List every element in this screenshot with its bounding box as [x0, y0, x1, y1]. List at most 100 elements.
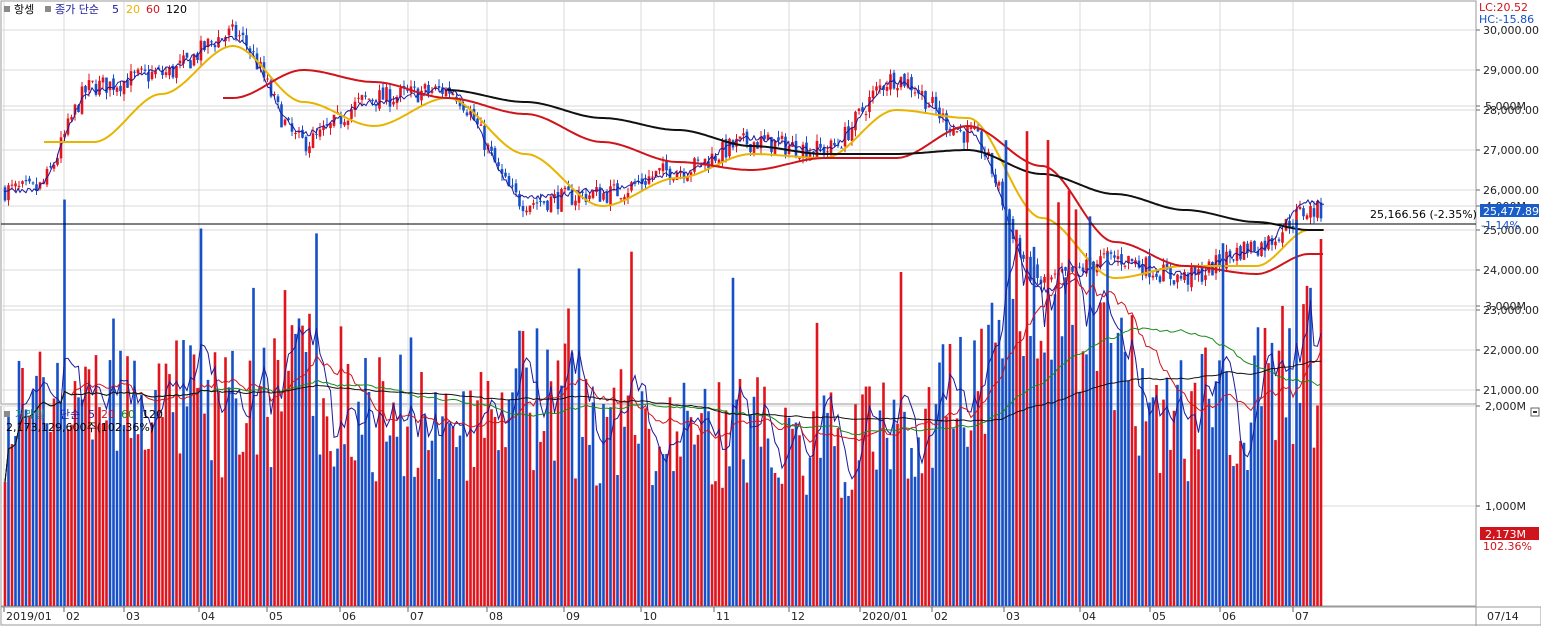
candle-body — [451, 93, 455, 95]
volume-bar — [917, 437, 920, 606]
candle-body — [609, 186, 612, 206]
candle-body — [269, 80, 273, 97]
candle-body — [322, 126, 325, 131]
candle-body — [353, 101, 357, 110]
candle-body — [1256, 250, 1260, 256]
volume-bar — [994, 342, 997, 606]
volume-bar — [80, 399, 84, 606]
legend-period-5: 5 — [112, 3, 119, 16]
candle-body — [896, 88, 899, 91]
volume-bar — [1043, 352, 1046, 606]
candle-body — [35, 184, 38, 191]
ma-line-60 — [223, 69, 1323, 275]
volume-bar — [1088, 216, 1092, 606]
candle-body — [136, 69, 140, 74]
volume-bar — [1137, 455, 1141, 606]
candle-body — [686, 176, 689, 182]
volume-bar — [630, 251, 633, 606]
candle-body — [626, 192, 630, 199]
y-tick-label: 30,000.00 — [1483, 24, 1539, 37]
volume-bar — [1172, 410, 1176, 606]
volume-bar — [490, 409, 493, 606]
volume-bar — [1291, 443, 1295, 606]
volume-bar — [980, 328, 983, 606]
volume-bar — [1288, 328, 1291, 606]
candle-body — [294, 132, 297, 135]
candle-body — [535, 202, 539, 204]
volume-bar — [224, 357, 227, 606]
volume-bar — [1218, 360, 1221, 606]
volume-bar — [336, 448, 339, 606]
volume-bar — [497, 450, 500, 606]
volume-summary: 2,173,129,600주(102.36%) — [6, 421, 154, 434]
volume-bar — [21, 367, 24, 606]
volume-bar — [1256, 327, 1260, 606]
x-tick-label: 07 — [1295, 610, 1309, 623]
candle-body — [819, 143, 822, 148]
volume-bar — [812, 411, 815, 606]
x-tick-label: 02 — [934, 610, 948, 623]
volume-bar — [700, 413, 703, 606]
candle-body — [203, 41, 206, 51]
volume-bar — [1011, 298, 1015, 606]
volume-bar — [934, 404, 938, 606]
volume-bar — [784, 407, 787, 606]
volume-bar — [266, 416, 269, 606]
volume-bar — [353, 460, 357, 606]
price-legend[interactable]: 항셍 종가 단순 5 20 60 120 — [4, 3, 187, 16]
volume-bar — [833, 446, 836, 606]
candle-body — [504, 172, 507, 177]
candle-body — [3, 187, 7, 201]
volume-legend[interactable]: 거래량 단순 5 20 60 120 2,173,129,600주(102.36… — [4, 408, 163, 434]
candle-body — [703, 158, 707, 165]
volume-bar — [441, 416, 444, 606]
volume-bar — [1127, 381, 1130, 606]
y-tick-label: 3,000M — [1485, 300, 1526, 313]
volume-bar — [3, 482, 7, 606]
volume-bar — [59, 401, 63, 606]
volume-bar — [164, 363, 168, 606]
x-axis-right-label: 07/14 — [1487, 610, 1519, 623]
candle-body — [717, 159, 721, 164]
volume-bar — [574, 478, 577, 606]
candle-body — [388, 89, 392, 107]
candle-body — [325, 124, 329, 126]
volume-bar — [1018, 331, 1022, 606]
panel-collapse-icon-inner — [1533, 411, 1537, 413]
volume-bar — [612, 387, 616, 606]
candle-body — [168, 67, 171, 76]
legend-marker-icon — [4, 6, 10, 12]
volume-bar — [66, 429, 70, 606]
candle-body — [1123, 265, 1127, 267]
volume-bar — [808, 457, 812, 606]
volume-bar — [255, 454, 259, 606]
volume-bar — [101, 423, 105, 606]
candle-body — [1242, 242, 1246, 260]
candle-body — [70, 117, 73, 120]
volume-bar — [371, 472, 374, 606]
candle-body — [801, 144, 805, 158]
volume-moving-averages — [4, 240, 1322, 483]
candle-body — [588, 195, 591, 199]
volume-bar — [297, 318, 301, 606]
volume-bar — [668, 397, 672, 606]
volume-bar — [794, 422, 798, 606]
candle-body — [493, 148, 497, 163]
y-tick-label: 29,000.00 — [1483, 64, 1539, 77]
volume-bar — [801, 475, 805, 606]
volume-bar — [465, 480, 469, 606]
candle-body — [679, 172, 682, 174]
candle-body — [1022, 254, 1025, 259]
candle-body — [598, 187, 602, 202]
volume-bar — [563, 343, 567, 606]
volume-bar — [686, 410, 689, 606]
volume-bar — [763, 386, 766, 606]
candle-body — [735, 138, 738, 147]
legend-period-20: 20 — [126, 3, 140, 16]
volume-bar — [469, 390, 472, 606]
candle-body — [1141, 264, 1144, 276]
candle-body — [1214, 255, 1218, 274]
volume-bar — [1200, 353, 1204, 606]
volume-bar — [182, 340, 185, 606]
